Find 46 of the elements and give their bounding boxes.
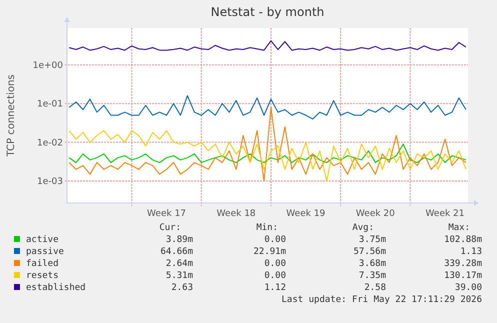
legend-label: passive: [26, 247, 64, 257]
legend-label: failed: [26, 259, 59, 269]
text: 7.35m: [358, 271, 386, 281]
text: 1.13: [460, 247, 482, 257]
text: 0.00: [264, 235, 286, 245]
text: 130.17m: [444, 271, 482, 281]
x-tick-label: Week 19: [286, 209, 326, 219]
y-tick-label: 1e-03: [37, 177, 63, 187]
y-tick-label: 1e-01: [37, 100, 63, 110]
text: Min:: [256, 223, 278, 233]
y-tick-label: 1e+00: [32, 60, 64, 71]
y-tick-label: 1e-02: [37, 138, 63, 148]
text: 0.00: [264, 271, 286, 281]
x-tick-label: Week 21: [426, 209, 465, 219]
text: 2.64m: [166, 259, 193, 269]
text: 102.88m: [444, 235, 482, 245]
text: Cur:: [159, 223, 181, 233]
text: 339.28m: [444, 259, 482, 269]
text: 1.12: [264, 283, 286, 293]
line-series: [68, 95, 466, 120]
text: 22.91m: [253, 247, 286, 257]
text: 0.00: [264, 259, 286, 269]
text: 57.56m: [353, 247, 386, 257]
text: 3.75m: [358, 235, 386, 245]
line-series: [68, 144, 466, 164]
legend-label: active: [26, 235, 59, 245]
text: Avg:: [352, 223, 374, 233]
y-axis-title: TCP connections: [6, 74, 17, 158]
x-tick-label: Week 17: [147, 209, 186, 219]
chart-title: Netstat - by month: [210, 5, 324, 19]
line-series: [68, 106, 466, 182]
x-tick-label: Week 18: [216, 209, 256, 219]
legend-label: established: [26, 283, 86, 293]
text: 3.89m: [166, 235, 193, 245]
text: Max:: [448, 223, 470, 233]
text: 3.68m: [358, 259, 386, 269]
text: 2.63: [171, 283, 193, 293]
text: 64.66m: [160, 247, 193, 257]
line-series: [68, 40, 466, 51]
text: 5.31m: [166, 271, 193, 281]
line-series: [68, 130, 466, 182]
x-tick-label: Week 20: [356, 209, 396, 219]
text: 39.00: [454, 283, 482, 293]
legend-label: resets: [26, 271, 59, 281]
text: Last update: Fri May 22 17:11:29 2026: [282, 295, 482, 305]
text: 2.58: [364, 283, 386, 293]
